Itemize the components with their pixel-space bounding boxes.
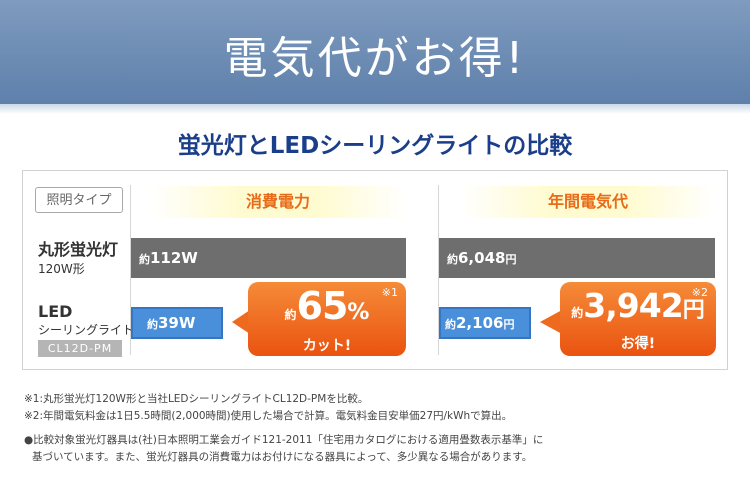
approx-prefix: 約 bbox=[147, 318, 158, 331]
led-name: LED bbox=[38, 302, 73, 321]
callout-pointer bbox=[232, 310, 250, 334]
savings-line: 約3,942円 bbox=[560, 286, 716, 333]
led-cost-bar: 約2,106円 bbox=[439, 307, 531, 339]
fluorescent-cost-bar: 約6,048円 bbox=[439, 238, 715, 278]
footnote-1: ※1:丸形蛍光灯120W形と当社LEDシーリングライトCL12D-PMを比較。 bbox=[24, 393, 369, 405]
savings-amount: 3,942 bbox=[583, 286, 683, 325]
led-power-value: 39W bbox=[158, 314, 196, 332]
row-led-label: LED シーリングライト bbox=[38, 302, 134, 338]
model-code-badge: CL12D-PM bbox=[38, 340, 122, 357]
fluorescent-name: 丸形蛍光灯 bbox=[38, 240, 119, 259]
fluorescent-cost-value: 6,048 bbox=[458, 249, 506, 267]
savings-percent: 65 bbox=[296, 284, 349, 328]
approx-prefix: 約 bbox=[445, 318, 456, 331]
approx-prefix: 約 bbox=[139, 253, 150, 266]
disclaimer-line-1: ●比較対象蛍光灯器具は(社)日本照明工業会ガイド121-2011「住宅用カタログ… bbox=[24, 434, 544, 446]
savings-caption: お得! bbox=[620, 336, 656, 352]
yen-unit: 円 bbox=[503, 318, 515, 331]
power-consumption-header: 消費電力 bbox=[150, 186, 406, 218]
column-divider bbox=[438, 185, 439, 355]
savings-line: 約65% bbox=[248, 286, 406, 335]
column-divider bbox=[130, 185, 131, 355]
yen-unit: 円 bbox=[682, 298, 705, 323]
banner-divider bbox=[0, 104, 750, 114]
led-power-bar: 約39W bbox=[131, 307, 223, 339]
footnote-2: ※2:年間電気料金は1日5.5時間(2,000時間)使用した場合で計算。電気料金… bbox=[24, 410, 513, 422]
footnote-mark: ※1 bbox=[381, 286, 398, 299]
fluorescent-sub: 120W形 bbox=[38, 262, 85, 276]
disclaimer-line-2: 基づいています。また、蛍光灯器具の消費電力はお付けになる器具によって、多少異なる… bbox=[32, 451, 533, 463]
approx-prefix: 約 bbox=[284, 308, 297, 322]
banner-title: 電気代がお得! bbox=[223, 33, 527, 84]
power-savings-callout: ※1 約65% カット! bbox=[248, 282, 406, 356]
led-sub: シーリングライト bbox=[38, 323, 135, 337]
banner: 電気代がお得! bbox=[0, 0, 750, 104]
row-fluorescent-label: 丸形蛍光灯 120W形 bbox=[38, 236, 118, 277]
led-cost-value: 2,106 bbox=[456, 314, 504, 332]
fluorescent-power-bar: 約112W bbox=[131, 238, 406, 278]
approx-prefix: 約 bbox=[447, 253, 458, 266]
approx-prefix: 約 bbox=[571, 306, 584, 320]
yen-unit: 円 bbox=[505, 253, 517, 266]
cost-savings-callout: ※2 約3,942円 お得! bbox=[560, 282, 716, 356]
fluorescent-power-value: 112W bbox=[150, 249, 198, 267]
savings-caption: カット! bbox=[302, 338, 352, 354]
comparison-title: 蛍光灯とLEDシーリングライトの比較 bbox=[177, 133, 573, 159]
callout-pointer bbox=[540, 310, 562, 334]
annual-cost-header: 年間電気代 bbox=[460, 186, 716, 218]
lighting-type-label: 照明タイプ bbox=[35, 187, 123, 213]
percent-unit: % bbox=[347, 300, 370, 325]
footnote-mark: ※2 bbox=[691, 286, 708, 299]
